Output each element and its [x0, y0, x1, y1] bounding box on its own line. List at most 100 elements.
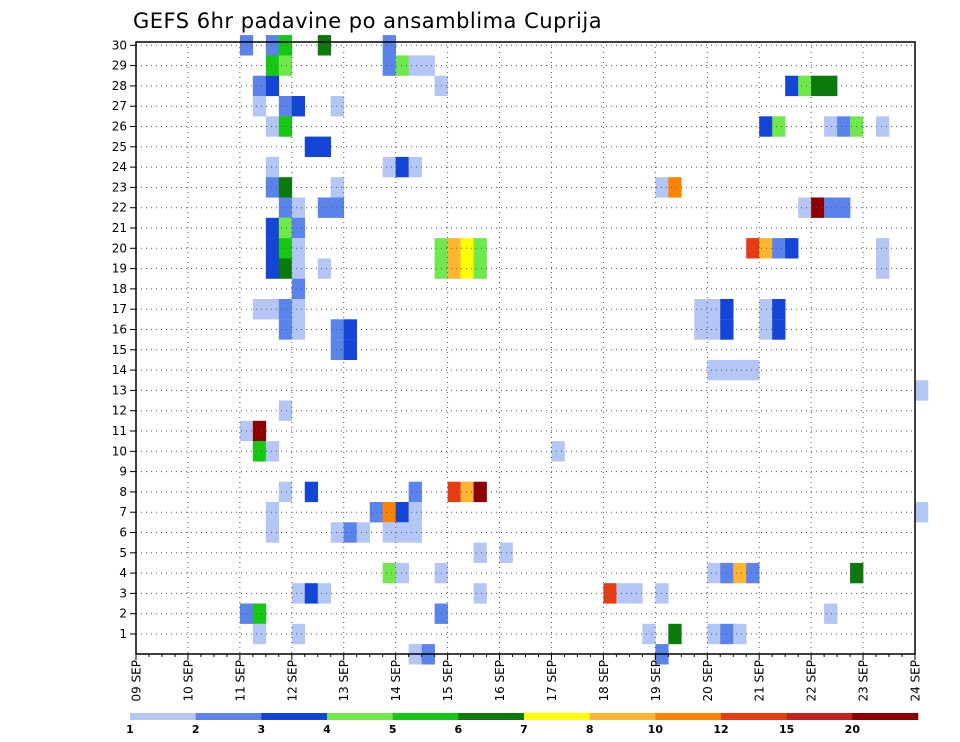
precip-cell: [291, 299, 306, 320]
colorbar-label: 1: [126, 723, 134, 736]
colorbar-swatch: [130, 713, 196, 720]
precip-cell: [382, 55, 396, 76]
colorbar-label: 4: [323, 723, 331, 736]
y-tick-label: 5: [119, 546, 127, 560]
precip-cell: [447, 238, 461, 259]
precip-cell: [382, 35, 396, 56]
x-tick-label: 24 SEP: [909, 660, 923, 702]
precip-cell: [265, 299, 280, 320]
x-tick-label: 20 SEP: [701, 660, 715, 702]
precip-cell: [291, 217, 306, 239]
precip-cell: [395, 522, 409, 543]
precip-cell: [317, 136, 332, 157]
precip-cell: [759, 319, 773, 340]
colorbar-swatch: [327, 713, 393, 720]
precip-cell: [395, 156, 409, 178]
gridlines: [136, 42, 915, 654]
precip-cell: [395, 562, 409, 584]
colorbar-label: 3: [258, 723, 266, 736]
precip-cell: [811, 75, 825, 97]
colorbar-swatch: [392, 713, 459, 720]
precip-cell: [265, 258, 280, 279]
precip-cell: [408, 481, 422, 503]
y-tick-label: 18: [112, 282, 127, 296]
precip-cell: [746, 238, 760, 259]
precip-cell: [356, 522, 370, 543]
colorbar-label: 5: [389, 723, 397, 736]
precip-cell: [291, 583, 306, 604]
precip-cell: [278, 299, 293, 320]
precip-cell: [265, 502, 280, 523]
x-tick-label: 21 SEP: [753, 660, 767, 702]
precip-cell: [551, 441, 565, 462]
y-tick-label: 14: [112, 363, 127, 377]
precip-cell: [330, 177, 345, 198]
precip-cell: [343, 522, 358, 543]
y-tick-label: 15: [112, 343, 127, 357]
colorbar-label: 7: [520, 723, 528, 736]
y-tick-label: 27: [112, 99, 127, 113]
precip-cell: [395, 502, 409, 523]
precip-cell: [915, 380, 929, 401]
precip-cell: [408, 502, 422, 523]
precip-cell: [473, 583, 487, 604]
precip-cell: [473, 258, 487, 279]
precip-cell: [616, 583, 630, 604]
x-tick-label: 17 SEP: [545, 660, 559, 702]
precip-cell: [252, 75, 267, 97]
precip-cell: [707, 623, 721, 645]
colorbar-swatch: [852, 713, 919, 720]
precip-cell: [382, 522, 396, 543]
precip-cell: [421, 55, 435, 76]
x-axis-ticks: 09 SEP 10 SEP 11 SEP 12 SEP 13 SEP 14 SEP 15 S…: [130, 654, 923, 702]
precip-cell: [265, 116, 280, 137]
precip-cell: [772, 116, 786, 137]
precip-cell: [759, 238, 773, 259]
precip-cell: [694, 299, 708, 320]
colorbar-swatch: [721, 713, 787, 720]
precip-cell: [733, 623, 747, 645]
x-tick-label: 09 SEP: [130, 660, 144, 702]
precip-cell: [447, 481, 461, 503]
y-tick-label: 4: [119, 566, 127, 580]
chart-title: GEFS 6hr padavine po ansamblima Cuprija: [133, 9, 602, 33]
precip-cell: [278, 177, 293, 198]
precip-cell: [824, 603, 838, 624]
precip-cell: [265, 522, 280, 543]
y-tick-label: 16: [112, 323, 127, 337]
precip-cell: [330, 339, 345, 360]
colorbar-label: 10: [648, 723, 664, 736]
precip-cell: [330, 319, 345, 340]
precip-cell: [252, 623, 267, 645]
precip-cell: [317, 583, 332, 604]
precip-cell: [317, 258, 332, 279]
colorbar-label: 8: [586, 723, 594, 736]
colorbar-label: 20: [845, 723, 861, 736]
precip-cell: [707, 562, 721, 584]
precip-cell: [408, 156, 422, 178]
precip-cell: [252, 96, 267, 117]
precip-cell: [317, 35, 332, 56]
y-tick-label: 7: [119, 505, 127, 519]
x-tick-label: 18 SEP: [597, 660, 611, 702]
precip-cell: [759, 299, 773, 320]
y-tick-label: 30: [112, 38, 127, 52]
precip-cell: [408, 55, 422, 76]
y-tick-label: 2: [119, 607, 127, 621]
precip-cell: [278, 319, 293, 340]
precip-cell: [824, 116, 838, 137]
y-tick-label: 10: [112, 444, 127, 458]
precip-cell: [707, 319, 721, 340]
precip-cell: [707, 299, 721, 320]
precip-cell: [291, 278, 306, 300]
precip-cell: [265, 156, 280, 178]
precipitation-cells: [239, 35, 929, 665]
precip-cell: [473, 542, 487, 563]
precip-cell: [798, 75, 812, 97]
precip-cell: [668, 177, 682, 198]
precip-cell: [473, 481, 487, 503]
precip-cell: [278, 96, 293, 117]
colorbar-swatch: [524, 713, 590, 720]
precip-cell: [330, 197, 345, 218]
precip-cell: [278, 217, 293, 239]
